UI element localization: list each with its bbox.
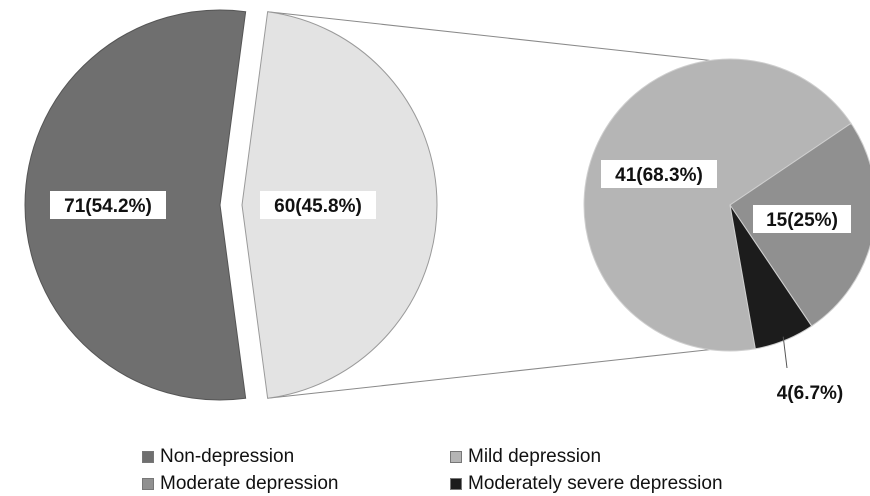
label-mild-depression: 41(68.3%) bbox=[601, 160, 717, 188]
legend-label: Moderate depression bbox=[160, 473, 339, 494]
legend-swatch bbox=[142, 478, 154, 490]
legend-item-moderate-depression: Moderate depression bbox=[142, 473, 339, 495]
label-mild-depression-box bbox=[601, 160, 717, 188]
label-depression-box bbox=[260, 191, 376, 219]
label-moderately-severe-depression: 4(6.7%) bbox=[767, 378, 853, 406]
label-non-depression-text: 71(54.2%) bbox=[64, 196, 152, 217]
leader-line-severe bbox=[782, 336, 788, 369]
legend-item-moderately-severe-depression: Moderately severe depression bbox=[450, 473, 723, 495]
label-moderately-severe-depression-box bbox=[767, 378, 853, 406]
label-moderately-severe-depression-text: 4(6.7%) bbox=[777, 383, 844, 404]
pie-of-pie-chart: 71(54.2%) 60(45.8%) 41(68.3%) 15(25%) 4(6.7%… bbox=[24, 9, 870, 406]
breakdown-pie bbox=[583, 58, 870, 352]
slice-mild-depression bbox=[583, 58, 852, 352]
label-non-depression: 71(54.2%) bbox=[50, 191, 166, 219]
label-depression: 60(45.8%) bbox=[260, 191, 376, 219]
connector-line-top bbox=[267, 11, 710, 61]
connector-line-bottom bbox=[267, 349, 710, 399]
label-depression-text: 60(45.8%) bbox=[274, 196, 362, 217]
legend-swatch bbox=[450, 478, 462, 490]
legend-label: Mild depression bbox=[468, 446, 602, 467]
legend-label: Moderately severe depression bbox=[468, 473, 723, 494]
label-moderate-depression: 15(25%) bbox=[753, 205, 851, 233]
data-labels: 71(54.2%) 60(45.8%) 41(68.3%) 15(25%) 4(6.7%… bbox=[50, 160, 853, 406]
legend-item-non-depression: Non-depression bbox=[142, 446, 294, 468]
legend-label: Non-depression bbox=[160, 446, 295, 467]
label-moderate-depression-text: 15(25%) bbox=[766, 210, 838, 231]
label-mild-depression-text: 41(68.3%) bbox=[615, 165, 703, 186]
label-moderate-depression-box bbox=[753, 205, 851, 233]
legend-swatch bbox=[142, 451, 154, 463]
slice-moderately-severe-depression bbox=[729, 204, 813, 350]
label-non-depression-box bbox=[50, 191, 166, 219]
legend-swatch bbox=[450, 451, 462, 463]
connector-lines bbox=[267, 11, 710, 399]
legend-item-mild-depression: Mild depression bbox=[450, 446, 601, 468]
